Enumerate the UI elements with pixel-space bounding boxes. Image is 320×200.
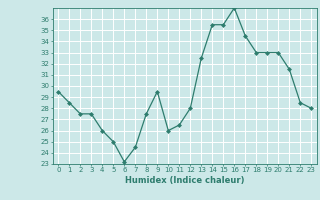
- X-axis label: Humidex (Indice chaleur): Humidex (Indice chaleur): [125, 176, 244, 185]
